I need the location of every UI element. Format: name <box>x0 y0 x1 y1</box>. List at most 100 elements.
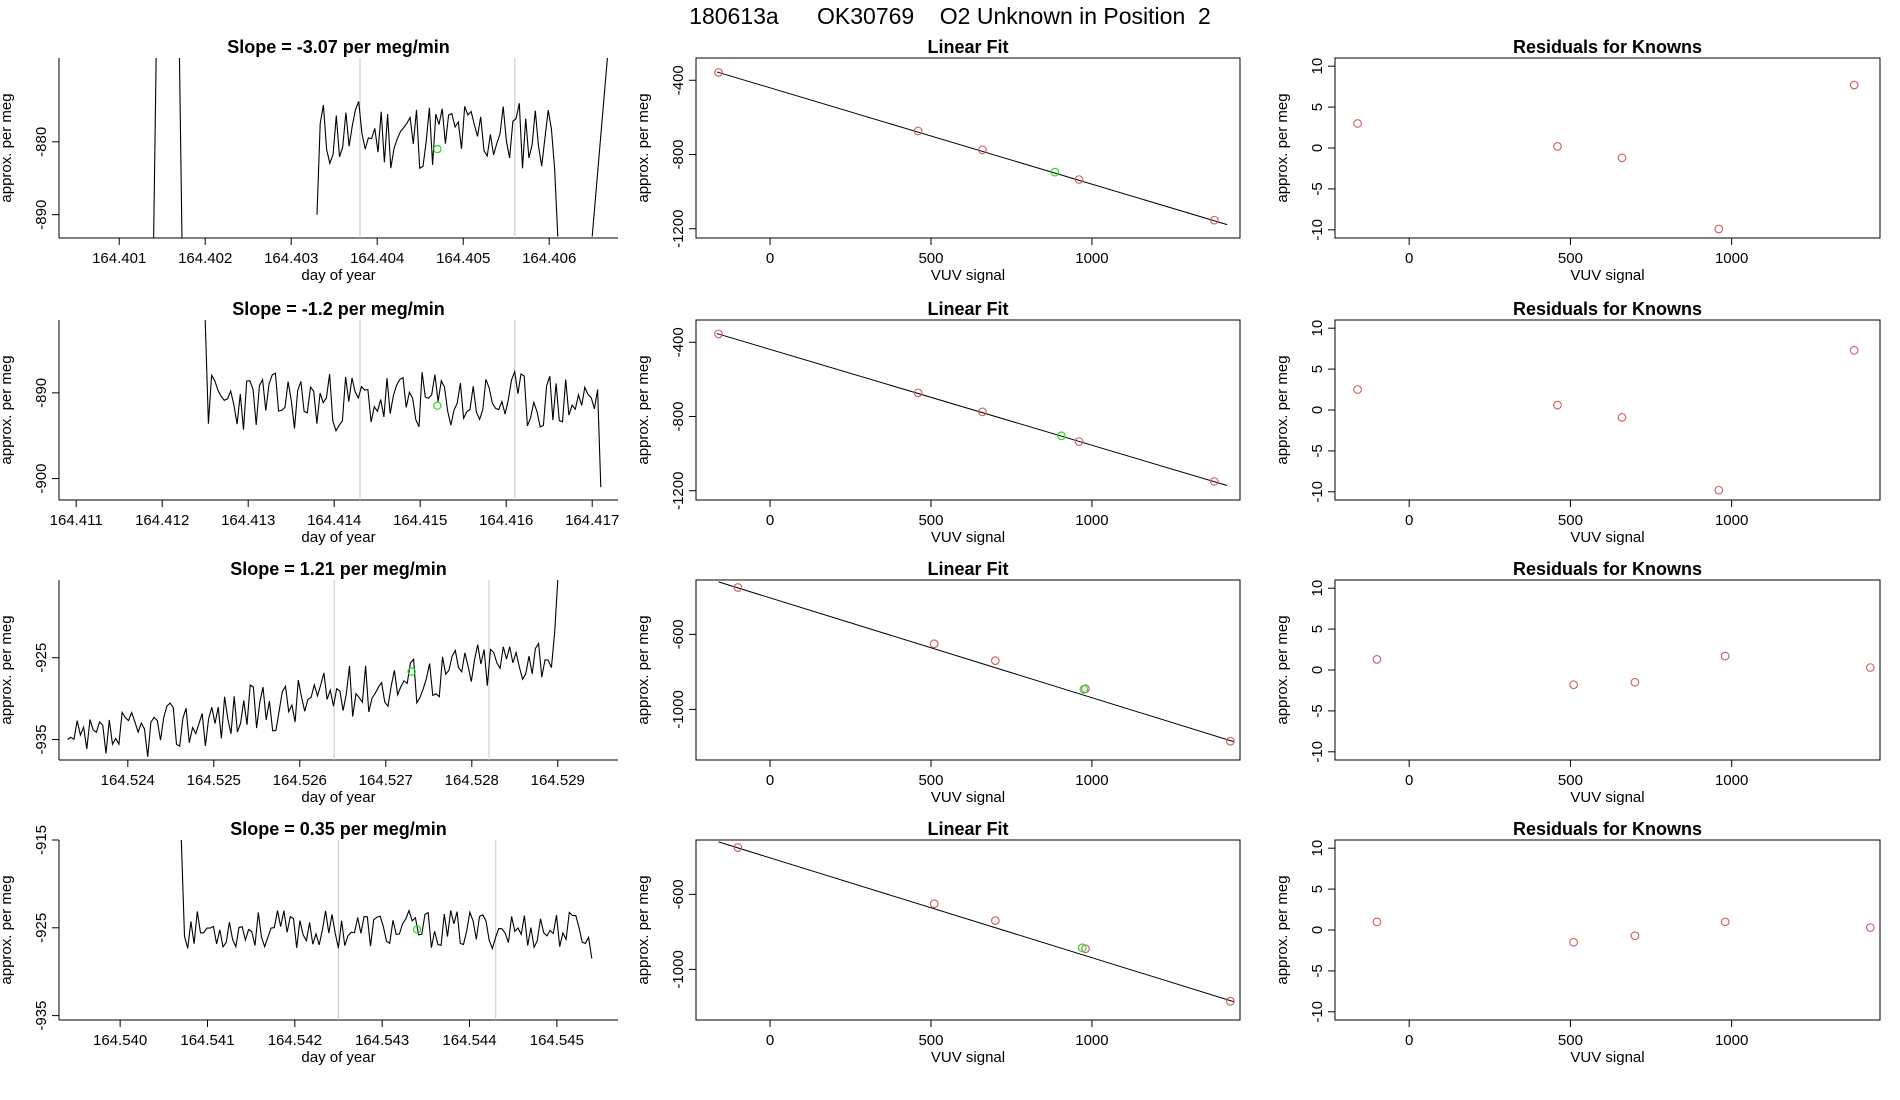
y-tick-label: 0 <box>1309 666 1326 674</box>
panel-title: Residuals for Knowns <box>1513 819 1702 839</box>
x-tick-label: 500 <box>1558 1032 1583 1049</box>
y-tick-label: -1000 <box>670 690 687 728</box>
known-point <box>1074 437 1084 446</box>
unknown-mean-point <box>433 144 442 154</box>
plot-frame <box>695 839 1241 1021</box>
known-point <box>1353 119 1362 128</box>
x-tick-label: 164.414 <box>307 512 361 529</box>
panel-residuals-1: Residuals for Knowns 0 500 1000 -10 -5 0 5 10 VUV… <box>1274 37 1881 284</box>
plot-area <box>1353 80 1859 234</box>
y-tick-label: 5 <box>1309 103 1326 111</box>
x-tick-label: 164.402 <box>178 250 232 267</box>
x-tick-label: 164.529 <box>531 772 585 789</box>
y-axis-label: approx. per meg <box>1274 875 1291 984</box>
known-point <box>1720 917 1730 927</box>
y-tick-label: -600 <box>670 879 687 909</box>
y-tick-label: -10 <box>1309 741 1326 763</box>
panel-fit-4: Linear Fit 0 500 1000 -1000 -600 VUV signal app… <box>635 819 1241 1066</box>
x-tick-label: 500 <box>918 250 943 267</box>
known-point <box>1353 385 1362 394</box>
known-point <box>733 583 743 592</box>
plot-frame <box>695 319 1241 501</box>
x-tick-label: 164.411 <box>50 512 103 529</box>
y-tick-label: 0 <box>1309 144 1326 152</box>
x-tick-label: 500 <box>1558 772 1583 789</box>
x-tick-label: 1000 <box>1715 772 1748 789</box>
x-tick-label: 164.401 <box>92 250 146 267</box>
series-line <box>153 58 157 238</box>
x-tick-label: 164.412 <box>135 512 189 529</box>
known-point <box>1714 224 1724 234</box>
fit-line <box>718 841 1234 1003</box>
series-line <box>178 58 183 238</box>
known-point <box>733 843 743 852</box>
panel-title: Slope = 0.35 per meg/min <box>230 819 447 839</box>
series-line <box>316 101 559 237</box>
known-point <box>714 329 723 339</box>
known-point <box>1074 175 1084 184</box>
known-point <box>1569 680 1578 690</box>
panel-timeseries-3: Slope = 1.21 per meg/min 164.524 164.525 16… <box>0 559 618 806</box>
x-tick-label: 0 <box>766 512 774 529</box>
y-tick-label: -600 <box>670 619 687 649</box>
x-tick-label: 500 <box>918 772 943 789</box>
x-tick-label: 0 <box>1405 250 1413 267</box>
known-point <box>1617 153 1627 163</box>
plot-frame <box>1334 579 1881 761</box>
x-axis-label: day of year <box>301 789 375 806</box>
y-axis-label: approx. per meg <box>0 93 15 202</box>
x-tick-label: 0 <box>766 250 774 267</box>
fit-line <box>716 71 1228 226</box>
panel-fit-1: Linear Fit 0 500 1000 -1200 -800 -400 VUV signa… <box>635 37 1241 284</box>
x-tick-label: 164.545 <box>530 1032 584 1049</box>
x-tick-label: 164.404 <box>350 250 404 267</box>
plot-area <box>718 841 1235 1006</box>
y-axis-label: approx. per meg <box>635 93 652 202</box>
panel-title: Residuals for Knowns <box>1513 299 1702 319</box>
y-tick-label: -10 <box>1309 219 1326 241</box>
y-tick-label: -800 <box>670 401 687 431</box>
plot-area <box>67 580 559 760</box>
x-axis-label: VUV signal <box>931 267 1005 284</box>
x-tick-label: 164.416 <box>479 512 533 529</box>
y-axis-label: approx. per meg <box>1274 615 1291 724</box>
y-tick-label: -915 <box>33 825 50 855</box>
x-tick-label: 164.405 <box>436 250 490 267</box>
plot-frame <box>1334 319 1881 501</box>
x-tick-label: 164.541 <box>180 1032 234 1049</box>
x-tick-label: 0 <box>766 1032 774 1049</box>
x-axis-label: day of year <box>301 1049 375 1066</box>
known-point <box>1617 413 1627 422</box>
y-tick-label: 5 <box>1309 365 1326 373</box>
known-point <box>1209 477 1219 486</box>
y-tick-label: 10 <box>1309 840 1326 857</box>
x-axis-label: day of year <box>301 267 375 284</box>
x-tick-label: 1000 <box>1715 250 1748 267</box>
series-line <box>591 58 608 237</box>
y-axis-label: approx. per meg <box>635 875 652 984</box>
plot-area <box>1353 345 1859 495</box>
y-axis-label: approx. per meg <box>0 875 15 984</box>
page-title: 180613a OK30769 O2 Unknown in Position 2 <box>689 3 1211 29</box>
known-point <box>1849 80 1859 90</box>
known-point <box>1553 142 1562 151</box>
x-axis-label: VUV signal <box>1570 529 1644 546</box>
panel-timeseries-2: Slope = -1.2 per meg/min 164.411 164.412 16… <box>0 299 619 546</box>
known-point <box>1865 663 1875 672</box>
known-point <box>1720 651 1730 661</box>
known-point <box>714 68 723 77</box>
panel-residuals-4: Residuals for Knowns 0 500 1000 -10 -5 0 5 10 VUV… <box>1274 819 1881 1066</box>
known-point <box>1569 937 1578 947</box>
panel-fit-2: Linear Fit 0 500 1000 -1200 -800 -400 VUV signa… <box>635 299 1241 546</box>
series-line <box>67 580 559 757</box>
y-tick-label: -880 <box>33 127 50 157</box>
x-tick-label: 164.406 <box>522 250 576 267</box>
plot-area <box>718 581 1235 746</box>
y-tick-label: 0 <box>1309 926 1326 934</box>
unknown-point <box>1079 684 1089 694</box>
plot-frame <box>695 57 1241 239</box>
y-tick-label: 10 <box>1309 58 1326 75</box>
known-point <box>1209 215 1219 225</box>
series-line <box>180 840 593 959</box>
